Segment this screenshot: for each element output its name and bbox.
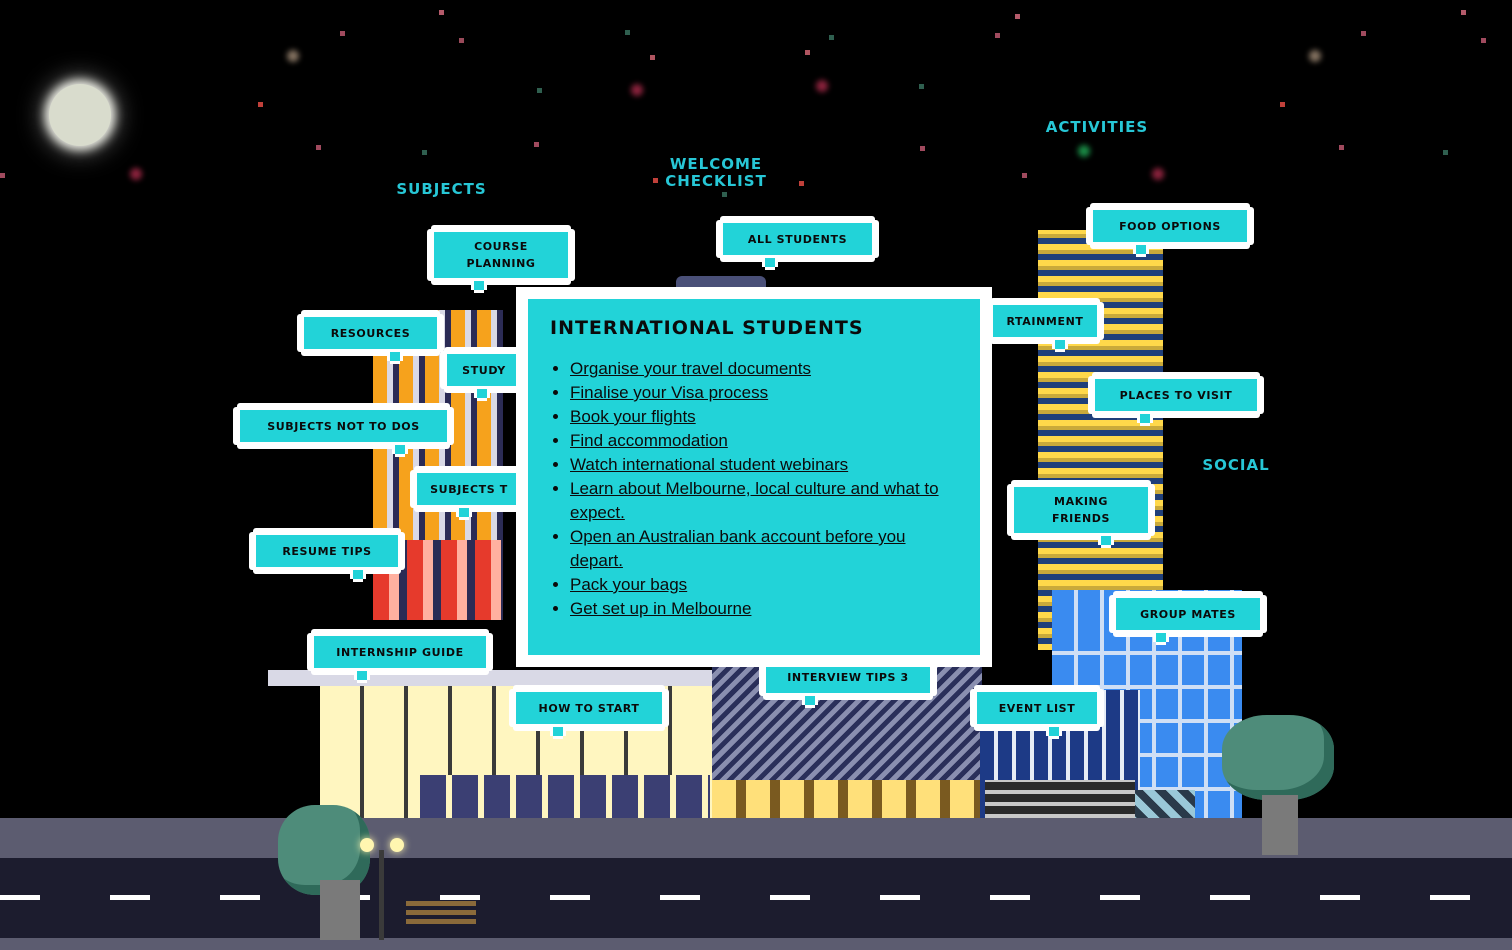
checklist-link-visa[interactable]: Finalise your Visa process [570,383,769,402]
star [919,84,924,89]
bubble-entertainment[interactable]: RTAINMENT [990,302,1100,349]
checklist-link-flights[interactable]: Book your flights [570,407,696,426]
lamp-light [390,838,404,852]
star [799,181,804,186]
star-glow [130,168,142,180]
star [459,38,464,43]
checklist-link-bank-account[interactable]: Open an Australian bank account before y… [570,527,906,570]
tree-icon [1222,715,1334,800]
star [1461,10,1466,15]
checklist-link-set-up[interactable]: Get set up in Melbourne [570,599,752,618]
bubble-subjects-not-to-dos[interactable]: SUBJECTS NOT TO DOS [237,407,450,454]
star [653,178,658,183]
section-label-subjects: SUBJECTS [396,180,487,198]
lamp-light [360,838,374,852]
curb [0,938,1512,950]
star [650,55,655,60]
star [340,31,345,36]
section-label-social: SOCIAL [1202,456,1270,474]
bubble-study[interactable]: STUDY [444,351,524,398]
star [805,50,810,55]
star [537,88,542,93]
bubble-course-planning[interactable]: COURSE PLANNING [431,229,571,290]
star [829,35,834,40]
bubble-resume-tips[interactable]: RESUME TIPS [253,532,401,579]
bench-icon [406,898,476,924]
section-label-activities: ACTIVITIES [1045,118,1149,136]
section-label-welcome-checklist: WELCOME CHECKLIST [665,155,767,190]
checklist-link-pack-bags[interactable]: Pack your bags [570,575,688,594]
checklist-item: Open an Australian bank account before y… [570,525,958,573]
bubble-group-mates[interactable]: GROUP MATES [1113,595,1263,642]
right-tower [1038,230,1163,650]
star [1022,173,1027,178]
star-glow [287,50,299,62]
star [1443,150,1448,155]
checklist-link-webinars[interactable]: Watch international student webinars [570,455,849,474]
roofline [268,670,738,686]
star-glow [1309,50,1321,62]
checklist-item: Organise your travel documents [570,357,958,381]
star [534,142,539,147]
star [1481,38,1486,43]
tree-trunk [1262,795,1298,855]
moon-icon [49,84,111,146]
checklist-item: Watch international student webinars [570,453,958,477]
star [1280,102,1285,107]
bubble-how-to-start[interactable]: HOW TO START [513,689,665,736]
star-glow [1152,168,1164,180]
star [316,145,321,150]
panel-title: INTERNATIONAL STUDENTS [550,317,864,339]
star [0,173,5,178]
checklist-item: Finalise your Visa process [570,381,958,405]
checklist-item: Learn about Melbourne, local culture and… [570,477,958,525]
bubble-places-to-visit[interactable]: PLACES TO VISIT [1092,376,1260,423]
bubble-subjects-to-dos[interactable]: SUBJECTS T [414,470,524,517]
star [258,102,263,107]
checklist-item: Find accommodation [570,429,958,453]
checklist-item: Book your flights [570,405,958,429]
international-students-panel: INTERNATIONAL STUDENTS Organise your tra… [516,287,992,667]
star [439,10,444,15]
panel-body: INTERNATIONAL STUDENTS Organise your tra… [528,299,980,655]
bubble-making-friends[interactable]: MAKING FRIENDS [1011,484,1151,545]
star [422,150,427,155]
star [722,192,727,197]
dome-roof [676,276,766,290]
star [995,33,1000,38]
checklist-link-accommodation[interactable]: Find accommodation [570,431,728,450]
road-markings [0,895,1512,900]
bubble-internship-guide[interactable]: INTERNSHIP GUIDE [311,633,489,680]
bubble-all-students[interactable]: ALL STUDENTS [720,220,875,267]
checklist-link-travel-documents[interactable]: Organise your travel documents [570,359,811,378]
star [1339,145,1344,150]
star-glow [1078,145,1090,157]
star-glow [631,84,643,96]
tree-trunk [320,880,360,940]
star [1361,31,1366,36]
bubble-event-list[interactable]: EVENT LIST [974,689,1100,736]
bubble-resources[interactable]: RESOURCES [301,314,440,361]
star [920,146,925,151]
bubble-food-options[interactable]: FOOD OPTIONS [1090,207,1250,254]
checklist-item: Get set up in Melbourne [570,597,958,621]
sidewalk [0,818,1512,858]
star [1015,14,1020,19]
checklist: Organise your travel documents Finalise … [550,357,958,621]
star [625,30,630,35]
star-glow [816,80,828,92]
street-lamp-icon [379,850,384,940]
checklist-item: Pack your bags [570,573,958,597]
checklist-link-melbourne-culture[interactable]: Learn about Melbourne, local culture and… [570,479,939,522]
